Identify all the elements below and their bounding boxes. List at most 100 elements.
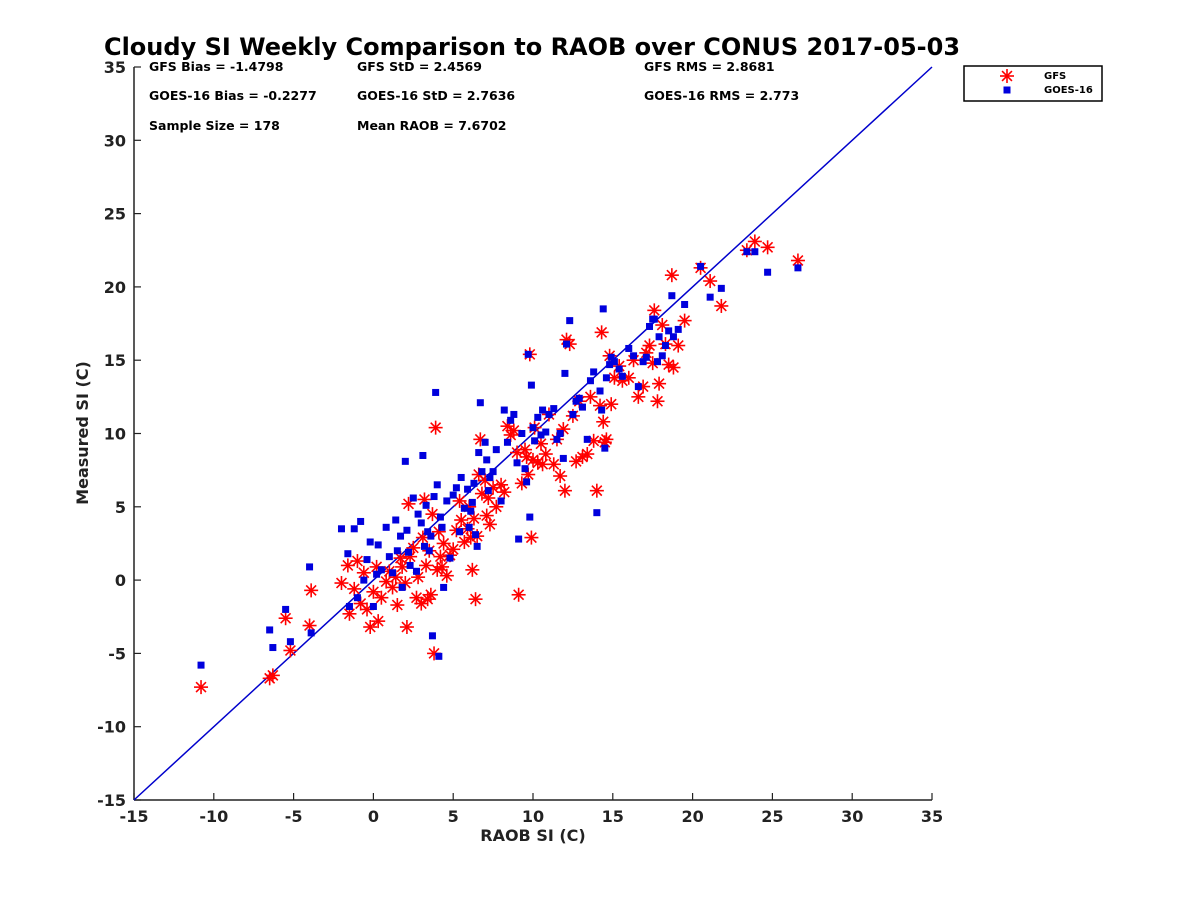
goes-16-point (377, 566, 385, 574)
goes-16-point (507, 416, 515, 424)
gfs-point (435, 559, 450, 574)
goes-16-point (559, 454, 567, 462)
gfs-point (385, 580, 400, 595)
goes-16-point (360, 576, 368, 584)
goes-16-point (489, 468, 497, 476)
x-tick-label: 35 (921, 807, 943, 826)
gfs-point (714, 298, 729, 313)
goes-16-point (492, 446, 500, 454)
gfs-point (604, 397, 619, 412)
gfs-point (631, 389, 646, 404)
gfs-point (350, 554, 365, 569)
stat-gfs-rms: GFS RMS = 2.8681 (644, 59, 775, 74)
goes-16-point (526, 513, 534, 521)
series-goes-16 (197, 248, 802, 669)
goes-16-point (658, 352, 666, 360)
gfs-point (594, 325, 609, 340)
goes-16-point (403, 526, 411, 534)
goes-16-point (586, 377, 594, 385)
gfs-point (439, 568, 454, 583)
gfs-point (466, 511, 481, 526)
gfs-point (366, 584, 381, 599)
goes-16-point (625, 344, 633, 352)
goes-16-point (472, 531, 480, 539)
goes-16-point (433, 481, 441, 489)
y-tick-label: 30 (104, 131, 126, 150)
goes-16-point (417, 519, 425, 527)
y-tick-label: 20 (104, 278, 126, 297)
stat-goes-std: GOES-16 StD = 2.7636 (357, 88, 515, 103)
goes-16-point (598, 406, 606, 414)
goes-16-point (438, 523, 446, 531)
gfs-point (580, 447, 595, 462)
gfs-point (647, 303, 662, 318)
gfs-point (557, 483, 572, 498)
goes-16-point (669, 333, 677, 341)
gfs-point (589, 483, 604, 498)
goes-16-point (374, 541, 382, 549)
gfs-point (423, 587, 438, 602)
legend-gfs-asterisk (1000, 69, 1014, 83)
goes-16-point (481, 438, 489, 446)
goes-16-point (527, 381, 535, 389)
goes-16-point (665, 327, 673, 335)
goes-16-point (373, 570, 381, 578)
goes-16-point (500, 406, 508, 414)
y-tick-label: -10 (97, 718, 126, 737)
goes-16-point (563, 340, 571, 348)
goes-16-point (674, 325, 682, 333)
gfs-point (371, 614, 386, 629)
goes-16-point (432, 388, 440, 396)
goes-16-point (412, 567, 420, 575)
goes-16-point (484, 487, 492, 495)
goes-16-point (610, 358, 618, 366)
goes-16-point (366, 538, 374, 546)
x-tick-label: 0 (368, 807, 379, 826)
goes-16-point (537, 431, 545, 439)
gfs-point (436, 536, 451, 551)
goes-16-point (409, 494, 417, 502)
x-tick-label: -15 (120, 807, 149, 826)
goes-16-point (266, 626, 274, 634)
y-axis-ticks: -15 -10 -5 0 5 10 15 20 25 30 35 (97, 58, 141, 810)
goes-16-point (393, 547, 401, 555)
x-tick-label: -5 (285, 807, 303, 826)
goes-16-point (545, 410, 553, 418)
goes-16-point (389, 569, 397, 577)
goes-16-point (457, 473, 465, 481)
goes-16-point (566, 317, 574, 325)
goes-16-point (503, 438, 511, 446)
goes-16-point (534, 413, 542, 421)
goes-16-point (385, 553, 393, 561)
goes-16-point (382, 523, 390, 531)
goes-16-point (553, 435, 561, 443)
goes-16-point (575, 394, 583, 402)
gfs-point (468, 592, 483, 607)
x-axis-ticks: -15 -10 -5 0 5 10 15 20 25 30 35 (120, 793, 943, 826)
y-tick-label: -15 (97, 791, 126, 810)
goes-16-point (197, 661, 205, 669)
legend-gfs-label: GFS (1044, 71, 1066, 82)
goes-16-point (486, 473, 494, 481)
goes-16-point (524, 350, 532, 358)
gfs-point (454, 512, 469, 527)
goes-16-point (470, 479, 478, 487)
x-tick-label: 15 (602, 807, 624, 826)
chart-title: Cloudy SI Weekly Comparison to RAOB over… (104, 33, 960, 61)
gfs-point (671, 338, 686, 353)
stat-goes-bias: GOES-16 Bias = -0.2277 (149, 88, 317, 103)
y-tick-label: 10 (104, 425, 126, 444)
goes-16-point (510, 410, 518, 418)
gfs-point (760, 240, 775, 255)
goes-16-point (583, 435, 591, 443)
goes-16-point (476, 399, 484, 407)
x-tick-label: 10 (522, 807, 544, 826)
gfs-point (664, 268, 679, 283)
goes-16-point (794, 264, 802, 272)
goes-16-point (601, 444, 609, 452)
goes-16-point (424, 528, 432, 536)
goes-16-point (286, 638, 294, 646)
goes-16-point (550, 405, 558, 413)
goes-16-point (306, 563, 314, 571)
goes-16-point (345, 602, 353, 610)
